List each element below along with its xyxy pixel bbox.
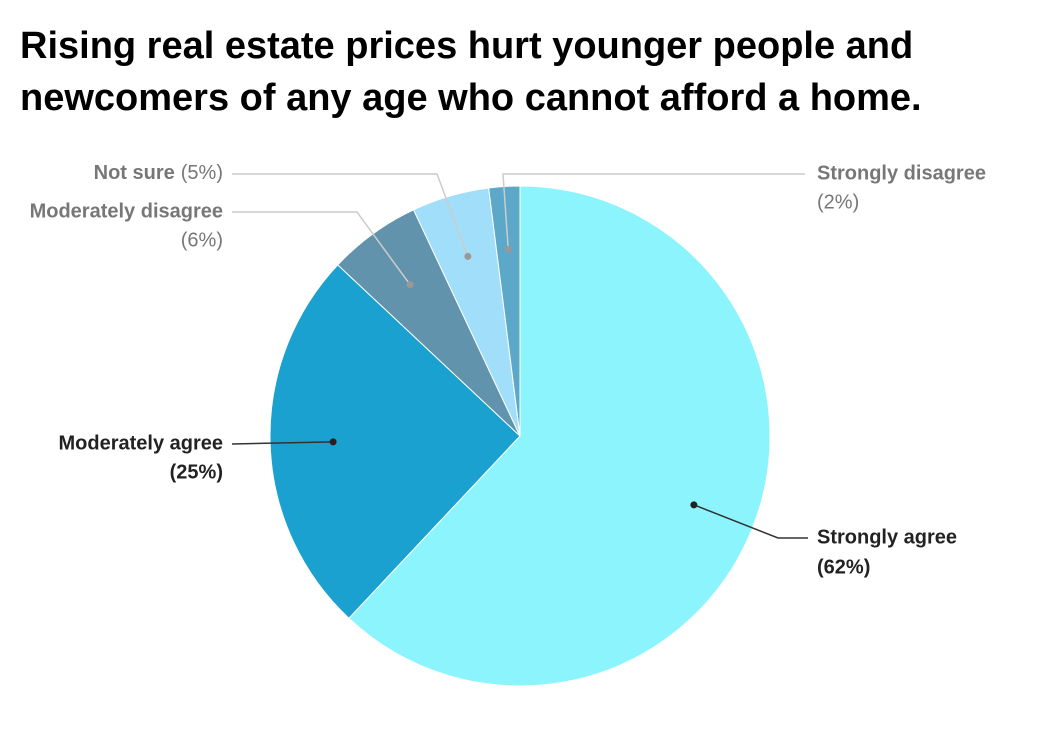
leader-dot <box>690 501 698 509</box>
category-label: Not sure <box>94 162 175 184</box>
leader-dot <box>464 252 472 260</box>
chart-title: newcomers of any age who cannot afford a… <box>20 77 922 119</box>
leader-dot <box>329 438 337 446</box>
leader-line <box>232 211 411 286</box>
leader-dot <box>406 281 414 289</box>
category-label: Moderately agree <box>58 432 223 454</box>
value-label: (2%) <box>817 191 859 213</box>
leader-line <box>693 504 808 539</box>
category-label: Moderately disagree <box>30 200 223 222</box>
leader-line <box>231 441 334 445</box>
data-label: Not sure (5%) <box>94 162 223 184</box>
leader-line <box>502 173 805 250</box>
value-label: (5%) <box>181 162 223 184</box>
leader-line <box>232 173 469 257</box>
category-label: Strongly agree <box>817 526 957 548</box>
leader-dot <box>504 245 512 253</box>
category-label: Strongly disagree <box>817 162 986 184</box>
value-label: (25%) <box>170 461 223 483</box>
value-label: (62%) <box>817 556 870 578</box>
chart-title: Rising real estate prices hurt younger p… <box>20 25 913 67</box>
value-label: (6%) <box>181 229 223 251</box>
